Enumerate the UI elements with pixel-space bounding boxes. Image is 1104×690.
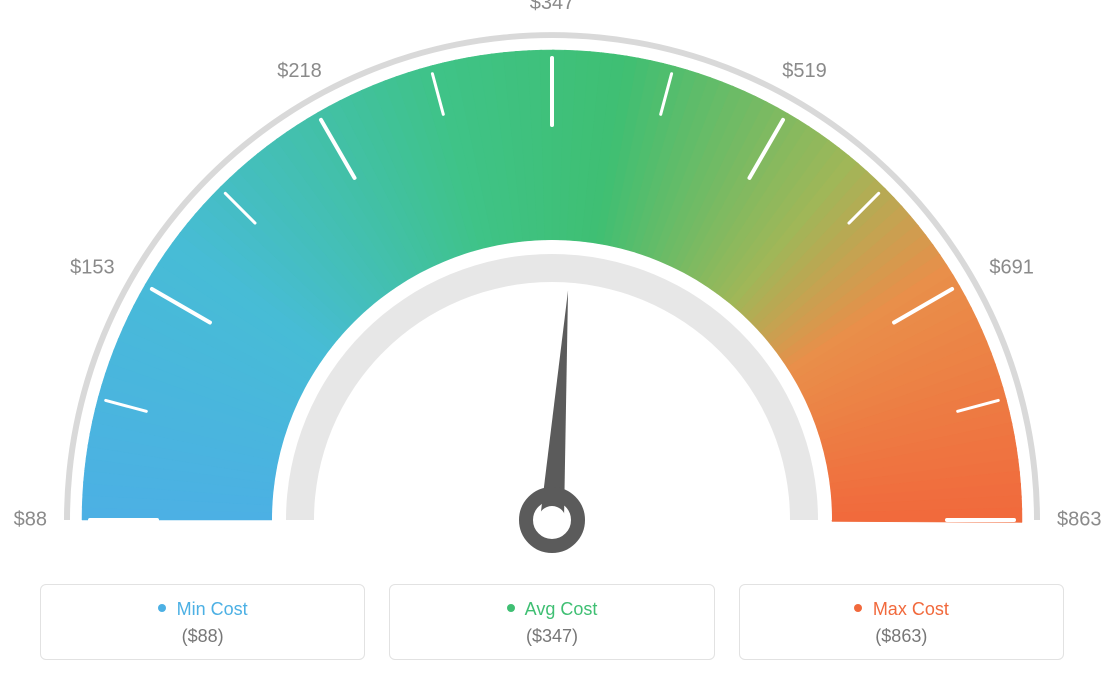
legend-label-min: Min Cost	[177, 599, 248, 619]
gauge-svg	[0, 0, 1104, 560]
gauge-chart: $88 $153 $218 $347 $519 $691 $863	[0, 0, 1104, 560]
gauge-scale-label: $218	[277, 60, 322, 83]
gauge-scale-label: $519	[782, 60, 827, 83]
gauge-needle	[540, 291, 568, 521]
gauge-scale-label: $863	[1057, 509, 1102, 532]
legend-card-max: Max Cost ($863)	[739, 584, 1064, 660]
legend-value-max: ($863)	[750, 626, 1053, 647]
legend-dot-avg	[507, 604, 515, 612]
legend-dot-min	[158, 604, 166, 612]
gauge-scale-label: $691	[989, 256, 1034, 279]
cost-gauge-widget: $88 $153 $218 $347 $519 $691 $863 Min Cost ($8…	[0, 0, 1104, 690]
legend-value-min: ($88)	[51, 626, 354, 647]
legend: Min Cost ($88) Avg Cost ($347) Max Cost …	[40, 584, 1064, 660]
legend-label-max: Max Cost	[873, 599, 949, 619]
legend-value-avg: ($347)	[400, 626, 703, 647]
legend-dot-max	[854, 604, 862, 612]
gauge-scale-label: $88	[14, 509, 47, 532]
legend-label-avg: Avg Cost	[525, 599, 598, 619]
legend-card-min: Min Cost ($88)	[40, 584, 365, 660]
gauge-scale-label: $347	[530, 0, 575, 15]
legend-card-avg: Avg Cost ($347)	[389, 584, 714, 660]
gauge-scale-label: $153	[70, 256, 115, 279]
